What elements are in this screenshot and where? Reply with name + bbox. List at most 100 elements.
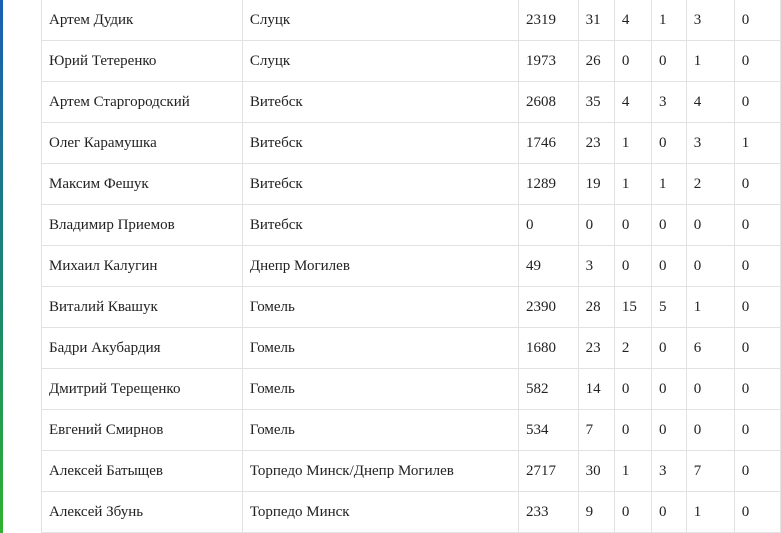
- player-name-cell: Алексей Батыщев: [41, 450, 243, 492]
- stat-cell: 1: [650, 163, 687, 205]
- stat-cell: 0: [733, 327, 781, 369]
- stat-cell: 0: [613, 409, 652, 451]
- stat-cell: 3: [650, 81, 687, 123]
- stat-cell: 49: [517, 245, 579, 287]
- stat-cell: 1: [650, 0, 687, 41]
- stat-cell: 23: [577, 327, 615, 369]
- stat-cell: 0: [733, 450, 781, 492]
- stat-cell: 3: [685, 122, 735, 164]
- stat-cell: 0: [613, 491, 652, 533]
- table-row: Олег Карамушка Витебск 1746 23 1 0 3 1: [41, 122, 781, 164]
- stat-cell: 1746: [517, 122, 579, 164]
- stat-cell: 7: [577, 409, 615, 451]
- team-cell: Витебск: [241, 122, 519, 164]
- player-name-cell: Артем Старгородский: [41, 81, 243, 123]
- stat-cell: 0: [733, 368, 781, 410]
- player-name-cell: Бадри Акубардия: [41, 327, 243, 369]
- stat-cell: 3: [577, 245, 615, 287]
- stat-cell: 0: [685, 409, 735, 451]
- stat-cell: 14: [577, 368, 615, 410]
- stat-cell: 0: [650, 40, 687, 82]
- table-row: Максим Фешук Витебск 1289 19 1 1 2 0: [41, 163, 781, 205]
- stat-cell: 1680: [517, 327, 579, 369]
- team-cell: Гомель: [241, 327, 519, 369]
- stat-cell: 0: [650, 245, 687, 287]
- stat-cell: 0: [733, 0, 781, 41]
- stat-cell: 0: [517, 204, 579, 246]
- stat-cell: 0: [685, 368, 735, 410]
- player-name-cell: Максим Фешук: [41, 163, 243, 205]
- table-row: Артем Дудик Слуцк 2319 31 4 1 3 0: [41, 0, 781, 41]
- stat-cell: 1289: [517, 163, 579, 205]
- stat-cell: 0: [577, 204, 615, 246]
- stat-cell: 0: [613, 40, 652, 82]
- table-row: Виталий Квашук Гомель 2390 28 15 5 1 0: [41, 286, 781, 328]
- table-row: Алексей Батыщев Торпедо Минск/Днепр Могил…: [41, 450, 781, 492]
- team-cell: Торпедо Минск: [241, 491, 519, 533]
- player-stats-table: Артем Дудик Слуцк 2319 31 4 1 3 0 Юрий Тетеренко…: [41, 0, 781, 533]
- stat-cell: 1: [685, 491, 735, 533]
- player-name-cell: Дмитрий Терещенко: [41, 368, 243, 410]
- stat-cell: 0: [650, 409, 687, 451]
- stat-cell: 4: [613, 81, 652, 123]
- stat-cell: 0: [733, 409, 781, 451]
- team-cell: Витебск: [241, 204, 519, 246]
- stat-cell: 0: [733, 491, 781, 533]
- stat-cell: 31: [577, 0, 615, 41]
- stat-cell: 4: [613, 0, 652, 41]
- stat-cell: 0: [733, 40, 781, 82]
- table-row: Бадри Акубардия Гомель 1680 23 2 0 6 0: [41, 327, 781, 369]
- stat-cell: 1973: [517, 40, 579, 82]
- stat-cell: 0: [685, 204, 735, 246]
- stat-cell: 35: [577, 81, 615, 123]
- stat-cell: 7: [685, 450, 735, 492]
- stat-cell: 19: [577, 163, 615, 205]
- player-name-cell: Олег Карамушка: [41, 122, 243, 164]
- stat-cell: 2319: [517, 0, 579, 41]
- team-cell: Витебск: [241, 163, 519, 205]
- player-name-cell: Виталий Квашук: [41, 286, 243, 328]
- stat-cell: 2390: [517, 286, 579, 328]
- stat-cell: 0: [650, 368, 687, 410]
- table-row: Артем Старгородский Витебск 2608 35 4 3 4 0: [41, 81, 781, 123]
- stat-cell: 15: [613, 286, 652, 328]
- stat-cell: 1: [685, 40, 735, 82]
- stat-cell: 1: [613, 122, 652, 164]
- stat-cell: 0: [613, 204, 652, 246]
- stat-cell: 1: [733, 122, 781, 164]
- player-name-cell: Артем Дудик: [41, 0, 243, 41]
- stat-cell: 0: [613, 368, 652, 410]
- stat-cell: 30: [577, 450, 615, 492]
- stat-cell: 0: [733, 204, 781, 246]
- player-name-cell: Евгений Смирнов: [41, 409, 243, 451]
- stat-cell: 2608: [517, 81, 579, 123]
- stat-cell: 0: [733, 81, 781, 123]
- stat-cell: 233: [517, 491, 579, 533]
- player-name-cell: Юрий Тетеренко: [41, 40, 243, 82]
- stat-cell: 23: [577, 122, 615, 164]
- stat-cell: 0: [685, 245, 735, 287]
- stat-cell: 534: [517, 409, 579, 451]
- stat-cell: 28: [577, 286, 615, 328]
- stat-cell: 0: [650, 491, 687, 533]
- stat-cell: 0: [733, 245, 781, 287]
- stat-cell: 5: [650, 286, 687, 328]
- stat-cell: 0: [650, 204, 687, 246]
- stat-cell: 0: [613, 245, 652, 287]
- table-row: Михаил Калугин Днепр Могилев 49 3 0 0 0 0: [41, 245, 781, 287]
- stat-cell: 0: [733, 286, 781, 328]
- window-edge: [0, 0, 3, 533]
- team-cell: Гомель: [241, 409, 519, 451]
- team-cell: Гомель: [241, 286, 519, 328]
- stat-cell: 1: [613, 450, 652, 492]
- team-cell: Слуцк: [241, 0, 519, 41]
- stat-cell: 1: [613, 163, 652, 205]
- team-cell: Витебск: [241, 81, 519, 123]
- team-cell: Слуцк: [241, 40, 519, 82]
- team-cell: Гомель: [241, 368, 519, 410]
- stat-cell: 1: [685, 286, 735, 328]
- player-name-cell: Михаил Калугин: [41, 245, 243, 287]
- stat-cell: 3: [650, 450, 687, 492]
- table-row: Владимир Приемов Витебск 0 0 0 0 0 0: [41, 204, 781, 246]
- table-row: Юрий Тетеренко Слуцк 1973 26 0 0 1 0: [41, 40, 781, 82]
